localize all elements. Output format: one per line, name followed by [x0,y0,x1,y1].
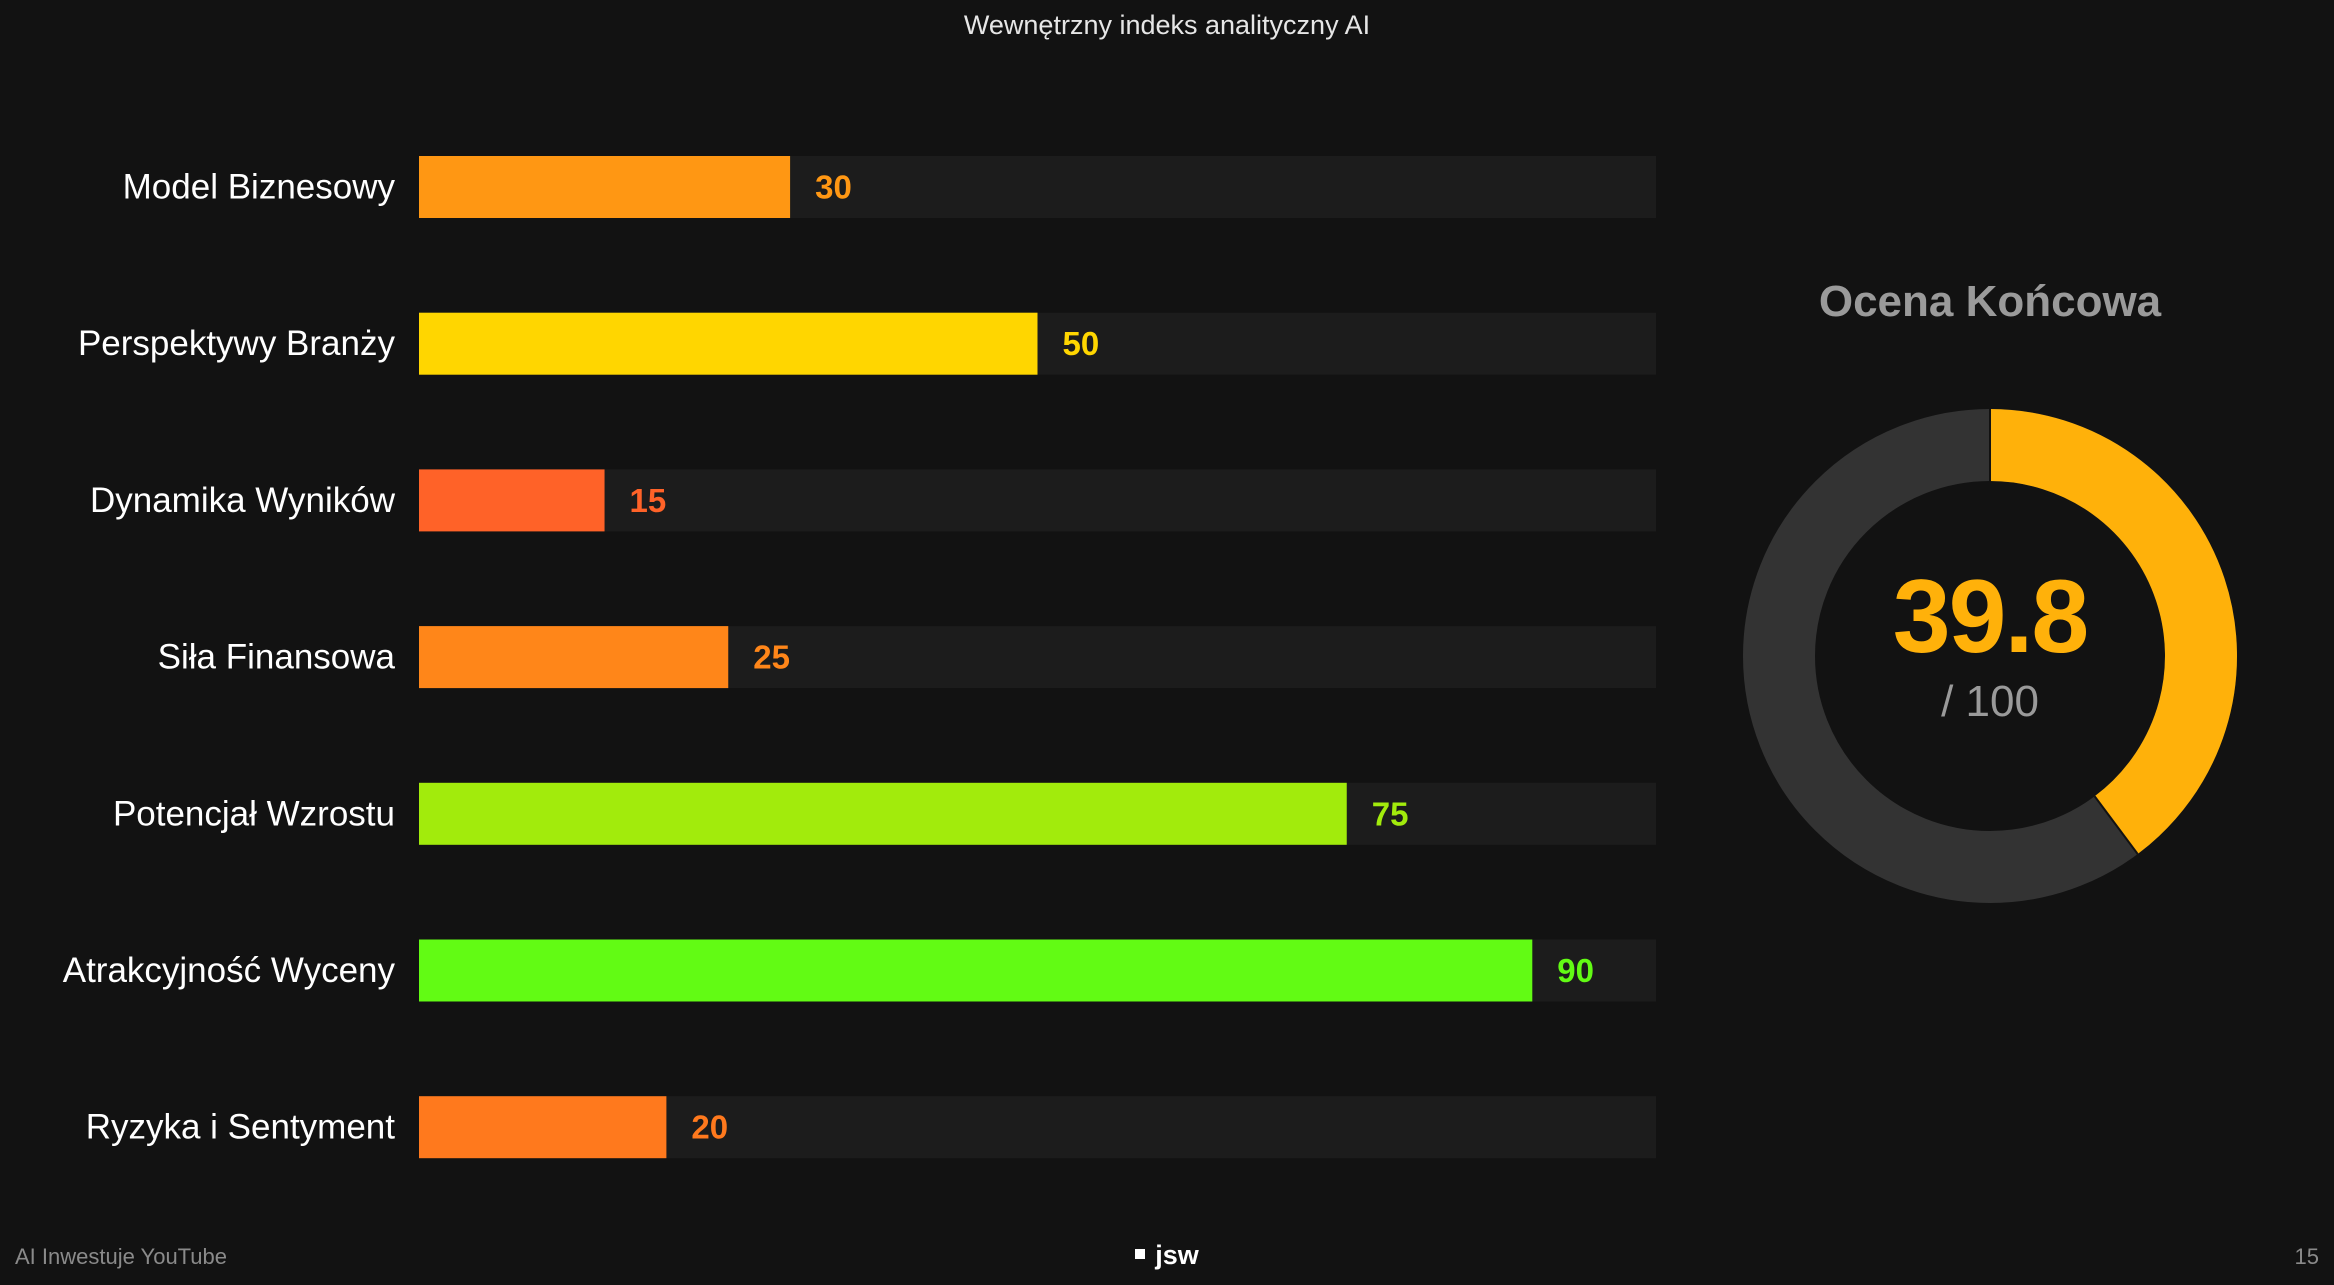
bar [419,469,605,532]
bar-chart: Model Biznesowy 30 Perspektywy Branży 50 Dyn… [62,156,1656,1159]
category-label: Ryzyka i Sentyment [86,1108,396,1147]
bar [419,156,791,218]
value-label: 75 [1372,795,1409,832]
value-label: 25 [753,639,790,676]
donut-separator [2093,795,2139,855]
donut-score-segment [1989,409,2237,854]
bar [419,939,1533,1002]
value-label: 30 [815,169,852,206]
final-score-donut [1743,409,2237,903]
final-score-max: / 100 [1941,677,2039,726]
final-score-panel: Ocena Końcowa 39.8 / 100 [1720,277,2260,903]
category-label: Model Biznesowy [123,168,396,207]
footer-page-number: 15 [2294,1244,2319,1269]
page-title: Wewnętrzny indeks analityczny AI [963,10,1371,40]
bar [419,312,1038,375]
category-label: Potencjał Wzrostu [113,794,395,833]
category-label: Siła Finansowa [158,638,396,677]
bar [419,782,1347,845]
category-label: Dynamika Wyników [90,481,396,520]
footer-channel-name: AI Inwestuje YouTube [15,1244,228,1269]
footer-brand-label: jsw [1155,1240,1199,1270]
bar-track [419,469,1656,532]
value-label: 50 [1063,325,1100,362]
category-label: Atrakcyjność Wyceny [63,951,396,990]
category-label: Perspektywy Branży [78,324,396,363]
bar [419,1096,667,1159]
brand-square-icon [1135,1248,1146,1259]
value-label: 90 [1557,952,1594,989]
bar [419,626,729,689]
value-label: 20 [691,1109,728,1146]
footer-brand: jsw [0,1240,2334,1271]
final-score-value: 39.8 [1892,559,2089,675]
value-label: 15 [630,482,667,519]
final-score-title: Ocena Końcowa [1818,277,2162,326]
